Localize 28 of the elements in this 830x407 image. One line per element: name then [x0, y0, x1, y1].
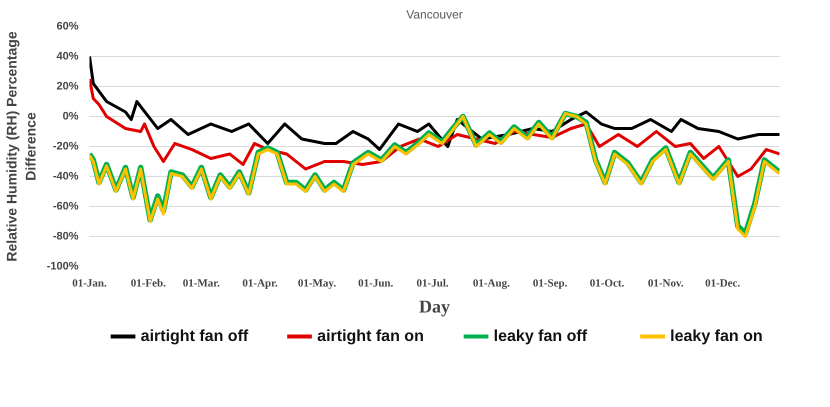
y-axis-title: Relative Humidity (RH) Percentage Difference: [4, 31, 39, 262]
y-tick-label: -20%: [52, 140, 79, 152]
legend-label: airtight fan off: [140, 328, 249, 345]
legend-label: leaky fan off: [494, 328, 588, 345]
x-tick-label: 01-Oct.: [590, 278, 625, 290]
y-tick-label: 0%: [62, 110, 79, 122]
x-tick-label: 01-Feb.: [130, 278, 166, 290]
x-tick-label: 01-Apr.: [242, 278, 278, 290]
x-tick-label: 01-Jun.: [358, 278, 394, 290]
legend-label: leaky fan on: [670, 328, 763, 345]
y-tick-label: 20%: [56, 80, 79, 92]
x-tick-label: 01-Jul.: [416, 278, 449, 290]
y-tick-label: -100%: [46, 260, 79, 272]
x-tick-label: 01-Jan.: [72, 278, 108, 290]
chart-title: Vancouver: [406, 8, 463, 22]
x-axis-title: Day: [419, 296, 450, 316]
y-tick-label: -40%: [52, 170, 79, 182]
x-tick-label: 01-Dec.: [705, 278, 740, 290]
y-tick-label: 40%: [56, 50, 79, 62]
x-tick-label: 01-Nov.: [648, 278, 684, 290]
legend-label: airtight fan on: [317, 328, 424, 345]
x-tick-label: 01-Aug.: [472, 278, 510, 290]
x-tick-label: 01-May.: [298, 278, 336, 290]
y-tick-label: -60%: [52, 200, 79, 212]
y-tick-label: 60%: [56, 20, 79, 32]
y-tick-label: -80%: [52, 230, 79, 242]
x-tick-label: 01-Sep.: [532, 278, 568, 290]
x-tick-label: 01-Mar.: [182, 278, 220, 290]
